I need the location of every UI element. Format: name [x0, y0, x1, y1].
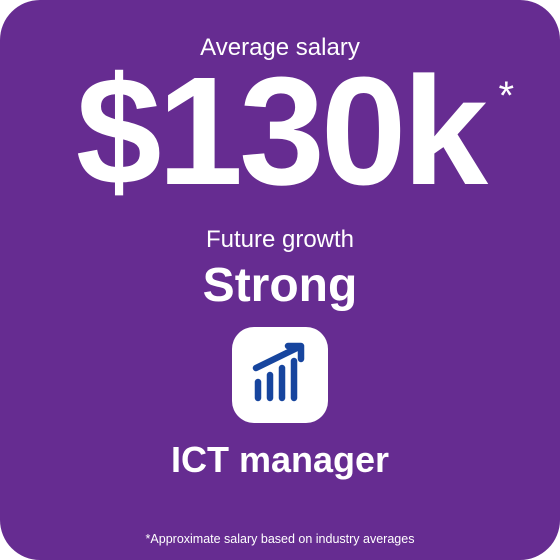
career-info-card: Average salary $130k * Future growth Str…: [0, 0, 560, 560]
salary-value: $130k: [76, 45, 484, 217]
growth-label: Future growth: [206, 226, 354, 254]
job-title: ICT manager: [171, 439, 389, 481]
salary-value-wrap: $130k *: [76, 54, 484, 208]
growth-chart-icon: [243, 338, 317, 412]
asterisk: *: [499, 76, 515, 116]
growth-chart-icon-badge: [232, 327, 328, 423]
growth-value: Strong: [203, 258, 358, 313]
footnote: *Approximate salary based on industry av…: [0, 532, 560, 546]
